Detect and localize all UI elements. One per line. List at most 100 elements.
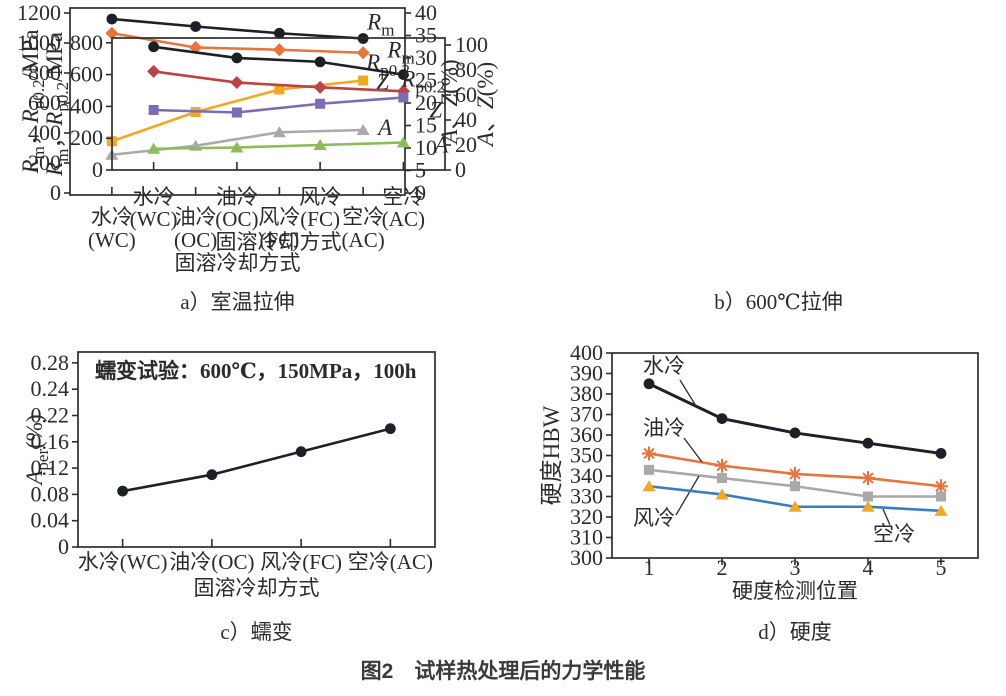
svg-text:固溶冷却方式: 固溶冷却方式 — [216, 230, 342, 254]
plot-border-c — [77, 351, 436, 548]
svg-text:Rm: Rm — [386, 38, 414, 68]
svg-text:Rm: Rm — [366, 10, 394, 40]
series-d-风冷: 风冷 — [633, 464, 946, 530]
plot-border-b — [111, 37, 446, 171]
svg-text:风冷: 风冷 — [633, 506, 675, 530]
svg-text:20: 20 — [415, 90, 437, 115]
chart-c-creep: 00.040.080.120.160.220.240.28 水冷(WC) 油冷(OC… — [22, 350, 436, 600]
svg-text:340: 340 — [570, 463, 603, 488]
svg-text:(WC): (WC) — [88, 228, 136, 252]
svg-text:320: 320 — [570, 504, 603, 529]
svg-text:0: 0 — [92, 157, 103, 182]
svg-text:0.12: 0.12 — [31, 455, 70, 480]
svg-text:固溶冷却方式: 固溶冷却方式 — [194, 576, 320, 600]
axes-b: 0200400600800020406080100水冷(WC)油冷(OC)风冷(… — [42, 30, 498, 254]
svg-text:A、Z(%): A、Z(%) — [437, 59, 462, 145]
svg-text:15: 15 — [415, 113, 437, 138]
svg-text:0.04: 0.04 — [31, 508, 70, 533]
subtitle-d: d）硬度 — [758, 620, 832, 644]
svg-text:空冷: 空冷 — [382, 185, 424, 209]
svg-text:100: 100 — [455, 32, 488, 57]
svg-text:1200: 1200 — [17, 0, 61, 25]
svg-text:200: 200 — [70, 125, 103, 150]
svg-text:A: A — [376, 115, 393, 140]
svg-text:20: 20 — [455, 132, 477, 157]
series-b-Z: Z — [148, 92, 442, 123]
svg-text:400: 400 — [70, 93, 103, 118]
subtitle-a: a）室温拉伸 — [180, 290, 295, 314]
svg-text:360: 360 — [570, 422, 603, 447]
svg-text:蠕变试验：600℃，150MPa，100h: 蠕变试验：600℃，150MPa，100h — [95, 359, 417, 383]
axes-a: 0200400600800100012000510152025303540水冷(… — [17, 0, 462, 275]
svg-text:硬度检测位置: 硬度检测位置 — [732, 579, 858, 603]
svg-text:0.28: 0.28 — [31, 350, 70, 375]
series-d-油冷: 油冷 — [642, 416, 948, 494]
svg-text:800: 800 — [70, 30, 103, 55]
svg-text:2: 2 — [717, 555, 728, 580]
series-b-Rm: Rm — [148, 38, 415, 80]
svg-text:40: 40 — [415, 0, 437, 25]
svg-text:200: 200 — [28, 150, 61, 175]
plot-border-d — [611, 352, 979, 559]
svg-text:Rm，Rp0.2/MPa: Rm，Rp0.2/MPa — [18, 30, 48, 175]
svg-text:310: 310 — [570, 525, 603, 550]
svg-text:0.22: 0.22 — [31, 403, 70, 428]
svg-text:(AC): (AC) — [342, 228, 385, 252]
subtitle-b: b）600℃拉伸 — [714, 290, 843, 314]
svg-text:5: 5 — [936, 555, 947, 580]
axes-c: 00.040.080.120.160.220.240.28 水冷(WC) 油冷(OC… — [22, 350, 433, 600]
svg-text:30: 30 — [415, 45, 437, 70]
svg-text:370: 370 — [570, 402, 603, 427]
svg-text:80: 80 — [455, 57, 477, 82]
svg-text:油冷: 油冷 — [175, 205, 217, 229]
svg-text:空冷: 空冷 — [342, 205, 384, 229]
svg-text:0.24: 0.24 — [31, 376, 70, 401]
svg-text:风冷(FC): 风冷(FC) — [260, 550, 342, 574]
subtitle-c: c）蠕变 — [220, 620, 293, 644]
svg-text:(OC): (OC) — [215, 207, 258, 231]
series-d-空冷: 空冷 — [642, 480, 948, 546]
svg-text:硬度HBW: 硬度HBW — [539, 405, 564, 505]
svg-text:油冷: 油冷 — [643, 416, 685, 440]
svg-text:600: 600 — [28, 90, 61, 115]
chart-b-600c-tensile: 0200400600800020406080100水冷(WC)油冷(OC)风冷(… — [42, 30, 498, 254]
series-c-Aper — [117, 423, 396, 497]
svg-text:25: 25 — [415, 68, 437, 93]
svg-text:风冷: 风冷 — [258, 205, 300, 229]
svg-text:1000: 1000 — [17, 30, 61, 55]
svg-text:300: 300 — [570, 545, 603, 570]
svg-text:330: 330 — [570, 484, 603, 509]
svg-text:水冷: 水冷 — [133, 185, 175, 209]
svg-text:(OC): (OC) — [174, 228, 217, 252]
svg-text:800: 800 — [28, 60, 61, 85]
svg-text:10: 10 — [415, 135, 437, 160]
svg-text:空冷: 空冷 — [873, 522, 915, 546]
svg-text:水冷: 水冷 — [643, 354, 685, 378]
svg-text:水冷: 水冷 — [91, 205, 133, 229]
svg-text:风冷: 风冷 — [299, 185, 341, 209]
svg-text:Rp0.2: Rp0.2 — [400, 66, 445, 96]
svg-text:0: 0 — [50, 180, 61, 205]
svg-text:400: 400 — [570, 340, 603, 365]
svg-text:0: 0 — [415, 180, 426, 205]
svg-text:固溶冷却方式: 固溶冷却方式 — [175, 251, 301, 275]
svg-text:0: 0 — [455, 157, 466, 182]
svg-text:35: 35 — [415, 23, 437, 48]
svg-text:Z: Z — [429, 98, 442, 123]
svg-text:400: 400 — [28, 120, 61, 145]
svg-text:390: 390 — [570, 361, 603, 386]
svg-text:0: 0 — [58, 534, 69, 559]
series-d-水冷: 水冷 — [643, 354, 947, 459]
svg-text:1: 1 — [644, 555, 655, 580]
svg-text:A、Z(%): A、Z(%) — [473, 62, 498, 148]
svg-text:油冷: 油冷 — [216, 185, 258, 209]
svg-text:空冷(AC): 空冷(AC) — [348, 550, 433, 574]
svg-text:380: 380 — [570, 381, 603, 406]
svg-text:油冷(OC): 油冷(OC) — [169, 550, 254, 574]
svg-text:(WC): (WC) — [130, 207, 178, 231]
svg-text:600: 600 — [70, 62, 103, 87]
svg-text:40: 40 — [455, 107, 477, 132]
svg-text:350: 350 — [570, 443, 603, 468]
